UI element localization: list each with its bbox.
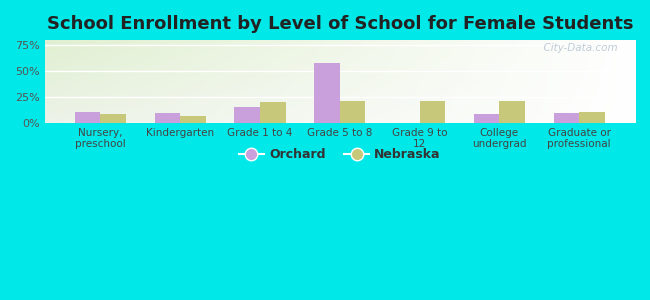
Text: City-Data.com: City-Data.com: [537, 43, 618, 52]
Title: School Enrollment by Level of School for Female Students: School Enrollment by Level of School for…: [47, 15, 633, 33]
Bar: [340, 101, 365, 123]
Bar: [235, 107, 260, 123]
Bar: [420, 101, 445, 123]
Legend: Orchard, Nebraska: Orchard, Nebraska: [234, 143, 446, 166]
Bar: [75, 112, 101, 123]
Bar: [315, 63, 340, 123]
Bar: [499, 101, 525, 123]
Bar: [474, 114, 499, 123]
Bar: [260, 102, 285, 123]
Bar: [101, 114, 126, 123]
Bar: [554, 113, 579, 123]
Bar: [579, 112, 604, 123]
Bar: [180, 116, 206, 123]
Bar: [155, 113, 180, 123]
